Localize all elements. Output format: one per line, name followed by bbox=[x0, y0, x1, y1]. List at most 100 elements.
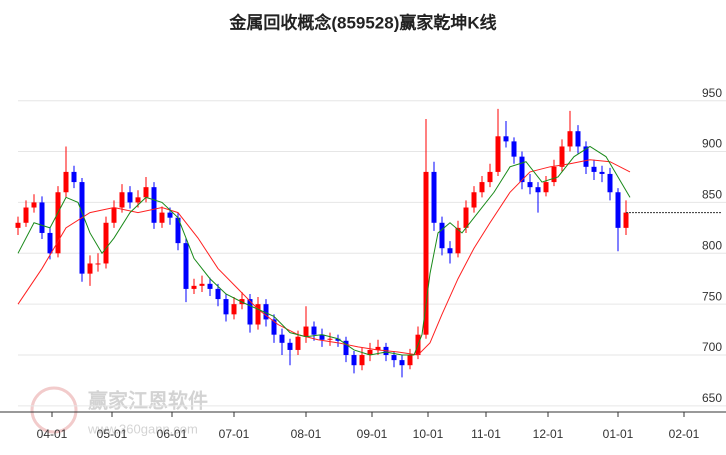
candle-body bbox=[199, 283, 205, 286]
candle-body bbox=[87, 263, 93, 274]
candle-body bbox=[71, 171, 77, 183]
moving-average bbox=[17, 159, 631, 356]
candle-body bbox=[399, 360, 405, 366]
x-tick-label: 07-01 bbox=[219, 427, 250, 441]
candle-body bbox=[31, 202, 37, 208]
candle-body bbox=[367, 349, 373, 356]
y-tick-label: 850 bbox=[702, 188, 722, 202]
candle-body bbox=[431, 171, 437, 223]
y-tick-label: 750 bbox=[702, 289, 722, 303]
x-tick-label: 04-01 bbox=[37, 427, 68, 441]
candle-body bbox=[559, 146, 565, 167]
candle-body bbox=[39, 202, 45, 233]
y-tick-label: 700 bbox=[702, 340, 722, 354]
candle-body bbox=[263, 304, 269, 320]
candle-body bbox=[271, 319, 277, 335]
candle-body bbox=[351, 355, 357, 366]
candle-body bbox=[247, 299, 253, 325]
candle-body bbox=[167, 212, 173, 218]
candle-body bbox=[591, 166, 597, 172]
y-tick-label: 650 bbox=[702, 391, 722, 405]
x-tick-label: 11-01 bbox=[471, 427, 501, 441]
candle-body bbox=[455, 227, 461, 254]
candle-body bbox=[15, 222, 21, 228]
x-tick-label: 08-01 bbox=[291, 427, 322, 441]
candle-body bbox=[175, 217, 181, 244]
candle-body bbox=[375, 346, 381, 350]
candle-body bbox=[295, 336, 301, 350]
candle-body bbox=[47, 232, 53, 254]
candle-body bbox=[503, 136, 509, 142]
candle-body bbox=[63, 171, 69, 193]
candle-body bbox=[327, 338, 333, 340]
candle-body bbox=[479, 182, 485, 193]
candle-body bbox=[135, 197, 141, 203]
watermark-url: www.360gann.com bbox=[87, 421, 198, 436]
candle-body bbox=[183, 243, 189, 289]
candle-body bbox=[23, 207, 29, 223]
y-tick-label: 800 bbox=[702, 238, 722, 252]
candle-body bbox=[335, 338, 341, 341]
candle-body bbox=[527, 182, 533, 188]
y-tick-label: 950 bbox=[702, 86, 722, 100]
candle-body bbox=[471, 192, 477, 208]
candle-body bbox=[511, 141, 517, 157]
candle-body bbox=[159, 212, 165, 223]
moving-average bbox=[17, 145, 631, 356]
candle-body bbox=[607, 173, 613, 193]
y-tick-label: 900 bbox=[702, 137, 722, 151]
candle-body bbox=[439, 222, 445, 249]
x-tick-label: 01-01 bbox=[603, 427, 634, 441]
candle-body bbox=[191, 285, 197, 289]
candle-body bbox=[127, 192, 133, 203]
candle-body bbox=[575, 131, 581, 147]
watermark-title: 赢家江恩软件 bbox=[88, 388, 208, 412]
candle-body bbox=[111, 207, 117, 223]
candle-body bbox=[487, 171, 493, 183]
candle-body bbox=[55, 192, 61, 254]
candle-body bbox=[223, 299, 229, 315]
candle-body bbox=[287, 342, 293, 350]
candle-body bbox=[423, 171, 429, 335]
candle-body bbox=[583, 146, 589, 167]
watermark: 赢家江恩软件 www.360gann.com bbox=[30, 386, 208, 436]
candle-body bbox=[463, 207, 469, 228]
candle-body bbox=[391, 355, 397, 361]
candle-body bbox=[95, 263, 101, 265]
candle-body bbox=[207, 283, 213, 289]
candle-body bbox=[359, 355, 365, 366]
x-tick-label: 06-01 bbox=[157, 427, 188, 441]
x-tick-label: 09-01 bbox=[357, 427, 388, 441]
candle-body bbox=[151, 187, 157, 223]
x-tick-label: 05-01 bbox=[97, 427, 128, 441]
candle-body bbox=[343, 340, 349, 356]
candle-body bbox=[615, 192, 621, 228]
candle-body bbox=[319, 334, 325, 340]
candle-body bbox=[623, 212, 629, 228]
watermark-logo bbox=[30, 386, 78, 434]
candle-body bbox=[407, 355, 413, 366]
candle-body bbox=[279, 334, 285, 343]
candle-body bbox=[143, 187, 149, 198]
candle-body bbox=[519, 156, 525, 183]
chart-title: 金属回收概念(859528)赢家乾坤K线 bbox=[228, 12, 496, 32]
candle-body bbox=[495, 136, 501, 172]
candle-body bbox=[103, 222, 109, 264]
x-tick-label: 10-01 bbox=[413, 427, 444, 441]
candle-body bbox=[447, 248, 453, 254]
candle-body bbox=[303, 326, 309, 337]
candle-body bbox=[543, 182, 549, 193]
x-tick-label: 02-01 bbox=[669, 427, 700, 441]
candle-body bbox=[231, 304, 237, 315]
candle-body bbox=[535, 187, 541, 193]
candle-body bbox=[567, 131, 573, 147]
candle-body bbox=[215, 288, 221, 300]
candle-body bbox=[599, 171, 605, 174]
candle-body bbox=[79, 182, 85, 274]
x-tick-label: 12-01 bbox=[533, 427, 564, 441]
candle-body bbox=[311, 326, 317, 335]
candle-body bbox=[551, 166, 557, 183]
candle-body bbox=[119, 192, 125, 208]
